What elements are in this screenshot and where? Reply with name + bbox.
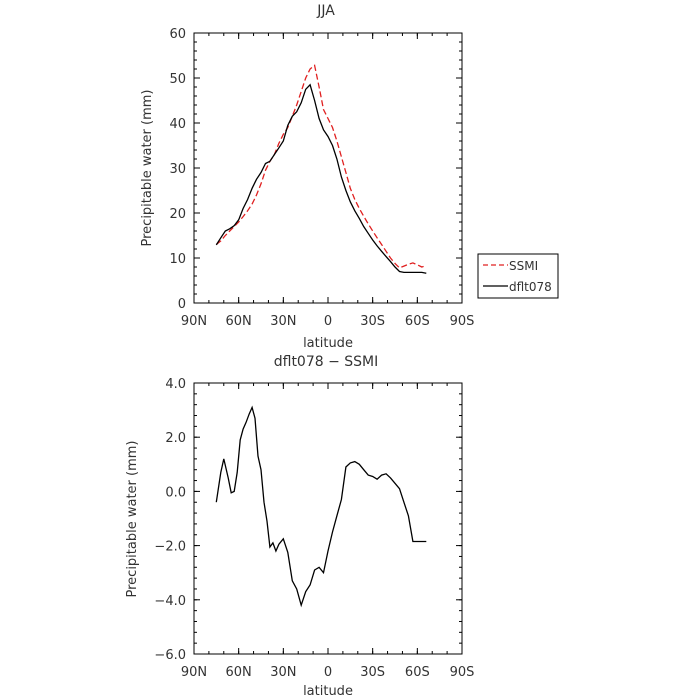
legend: SSMI dflt078	[477, 253, 559, 299]
top-x-tick-label: 30N	[270, 314, 296, 329]
legend-label-dflt078: dflt078	[509, 280, 552, 294]
legend-box	[477, 253, 559, 299]
top-y-tick-label: 20	[169, 207, 186, 222]
legend-label-ssmi: SSMI	[509, 259, 538, 273]
top-plot-frame	[193, 32, 463, 304]
bottom-x-axis: 90N 60N 30N 0 30S 60S 90S	[181, 383, 475, 680]
top-y-tick-label: 0	[178, 297, 186, 312]
bottom-x-tick-label: 60S	[405, 665, 430, 680]
top-x-tick-label: 0	[324, 314, 332, 329]
bottom-y-axis-title: Precipitable water (mm)	[125, 441, 140, 598]
top-y-tick-label: 10	[169, 252, 186, 267]
top-y-axis: 0 10 20 30 40 50 60	[169, 27, 462, 312]
top-y-tick-label: 40	[169, 117, 186, 132]
bottom-y-tick-label: −4.0	[154, 594, 186, 609]
top-y-tick-label: 50	[169, 72, 186, 87]
bottom-series-line-0	[215, 405, 427, 608]
bottom-x-tick-label: 90N	[181, 665, 207, 680]
bottom-series-lines	[215, 405, 427, 608]
bottom-y-axis: 4.0 2.0 0.0 −2.0 −4.0 −6.0	[154, 377, 462, 663]
bottom-y-tick-label: −6.0	[154, 648, 186, 663]
top-chart-title: JJA	[316, 3, 335, 19]
top-x-tick-label: 90S	[450, 314, 475, 329]
bottom-chart: dflt078 − SSMI 4.0 2.0 0.0 −2.0 −4.0 −6.0 90N…	[125, 354, 474, 699]
bottom-y-tick-label: 0.0	[165, 485, 186, 500]
bottom-x-tick-label: 90S	[450, 665, 475, 680]
top-y-tick-label: 30	[169, 162, 186, 177]
bottom-x-axis-title: latitude	[303, 684, 353, 699]
bottom-y-tick-label: −2.0	[154, 540, 186, 555]
top-y-tick-label: 60	[169, 27, 186, 42]
bottom-plot-frame	[193, 382, 463, 655]
bottom-y-tick-label: 4.0	[165, 377, 186, 392]
top-x-axis-title: latitude	[303, 336, 353, 351]
bottom-y-tick-label: 2.0	[165, 431, 186, 446]
top-series-line-dflt078	[215, 83, 427, 274]
top-series-line-ssmi	[215, 64, 427, 269]
bottom-x-tick-label: 30S	[360, 665, 385, 680]
top-x-tick-label: 60N	[226, 314, 252, 329]
bottom-chart-title: dflt078 − SSMI	[274, 354, 379, 370]
top-x-tick-label: 90N	[181, 314, 207, 329]
bottom-x-tick-label: 60N	[226, 665, 252, 680]
bottom-x-tick-label: 30N	[270, 665, 296, 680]
top-chart: JJA 0 10 20 30 40 50 60 90N 60N 30N 0 30S 60S 90S Pr…	[140, 3, 559, 351]
top-series-lines	[215, 64, 427, 274]
top-x-axis: 90N 60N 30N 0 30S 60S 90S	[181, 33, 475, 329]
top-x-tick-label: 30S	[360, 314, 385, 329]
bottom-x-tick-label: 0	[324, 665, 332, 680]
top-y-axis-title: Precipitable water (mm)	[140, 90, 155, 247]
top-x-tick-label: 60S	[405, 314, 430, 329]
